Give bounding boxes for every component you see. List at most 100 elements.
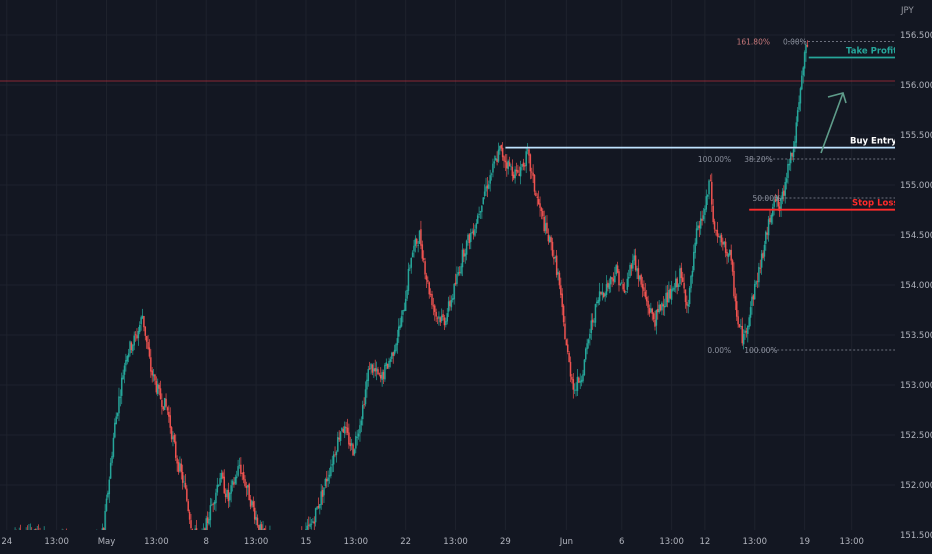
candle (465, 239, 468, 261)
price-tick-label-1: 152.000 (900, 481, 932, 491)
candle (784, 177, 786, 204)
candle (404, 290, 407, 312)
candle (457, 266, 460, 277)
candle (562, 303, 565, 327)
candle (625, 291, 627, 295)
candle (544, 215, 547, 235)
candle (323, 487, 325, 504)
candle (169, 407, 171, 434)
price-tick-label-8: 155.500 (900, 131, 932, 141)
candle (532, 164, 534, 184)
candle (252, 496, 255, 512)
candle (716, 221, 719, 243)
candle (486, 177, 489, 198)
candle (380, 367, 382, 383)
candle (583, 358, 586, 377)
candle (378, 372, 381, 377)
candle (801, 70, 803, 91)
time-tick-label-16: 19 (799, 537, 810, 547)
candle (386, 363, 389, 369)
candle (521, 163, 523, 171)
candle (231, 479, 234, 492)
candle (529, 153, 532, 180)
candle (490, 172, 493, 181)
candle (753, 279, 756, 300)
buy-entry-level[interactable]: Buy Entry155.374 (505, 137, 932, 154)
candle (580, 375, 583, 387)
fib-left-label: 100.00% (698, 155, 731, 164)
candle (345, 421, 347, 436)
candle (590, 313, 593, 340)
trade-levels[interactable]: Take Profit156.275Buy Entry155.374Stop L… (505, 47, 932, 216)
candle (425, 272, 428, 289)
candle (350, 438, 353, 451)
candle (306, 518, 309, 533)
candle (690, 274, 692, 293)
candle (740, 318, 742, 330)
candle (673, 282, 676, 292)
candle (159, 380, 162, 400)
candle (758, 262, 760, 288)
candle (662, 296, 665, 316)
fib-level-2: 50.00% (753, 194, 895, 203)
candle (130, 341, 133, 353)
candle (474, 224, 476, 238)
candle (478, 206, 480, 219)
candle (229, 492, 231, 507)
candle (677, 283, 680, 291)
candle (374, 359, 376, 377)
candle (783, 185, 785, 202)
candle (669, 285, 671, 300)
price-tick-label-3: 153.000 (900, 381, 932, 391)
candle (177, 459, 180, 475)
candle (357, 429, 360, 440)
candle (785, 172, 788, 190)
candle (375, 361, 378, 381)
candle (578, 376, 580, 384)
candle (568, 351, 570, 363)
candle (119, 389, 122, 407)
candle (704, 205, 706, 224)
time-axis[interactable]: 24 13:00 May 13:00 8 13:00 15 13:00 22 13:00 29 Jun… (0, 530, 895, 550)
time-tick-label-9: 13:00 (443, 537, 468, 547)
candle (325, 470, 328, 488)
chart-grid (0, 0, 895, 536)
candle (604, 291, 606, 302)
candle (586, 338, 588, 355)
fibonacci-extension[interactable]: 161.80% 0.00% 100.00% 38.20% 50.00% 0.00% 100.… (698, 38, 895, 356)
candle (806, 40, 809, 48)
candle (780, 195, 782, 217)
candle (122, 369, 124, 380)
candle (248, 482, 250, 501)
candle (630, 262, 633, 276)
candle (348, 423, 350, 449)
time-tick-label-4: 8 (204, 537, 209, 547)
candle (163, 397, 166, 411)
candle (637, 259, 640, 287)
candle (618, 268, 620, 292)
price-tick-label-10: 156.500 (900, 31, 932, 41)
candle (463, 248, 465, 263)
price-axis[interactable]: JPY (895, 0, 932, 550)
candle (776, 194, 778, 208)
candle (179, 456, 181, 473)
candle (436, 316, 439, 325)
level-label: Stop Loss (852, 199, 898, 209)
projection-arrow[interactable] (820, 92, 847, 154)
time-tick-label-3: 13:00 (144, 537, 169, 547)
candle (342, 426, 345, 434)
candle (600, 291, 602, 296)
candle (623, 282, 626, 294)
candle (536, 193, 539, 207)
candle (663, 298, 666, 316)
candle (756, 272, 759, 289)
candle (381, 369, 383, 387)
candle (765, 230, 767, 251)
candle (150, 349, 152, 378)
candle (744, 323, 746, 340)
candle (141, 308, 144, 320)
candle (731, 258, 734, 276)
candle (422, 250, 425, 263)
candle (774, 193, 777, 203)
